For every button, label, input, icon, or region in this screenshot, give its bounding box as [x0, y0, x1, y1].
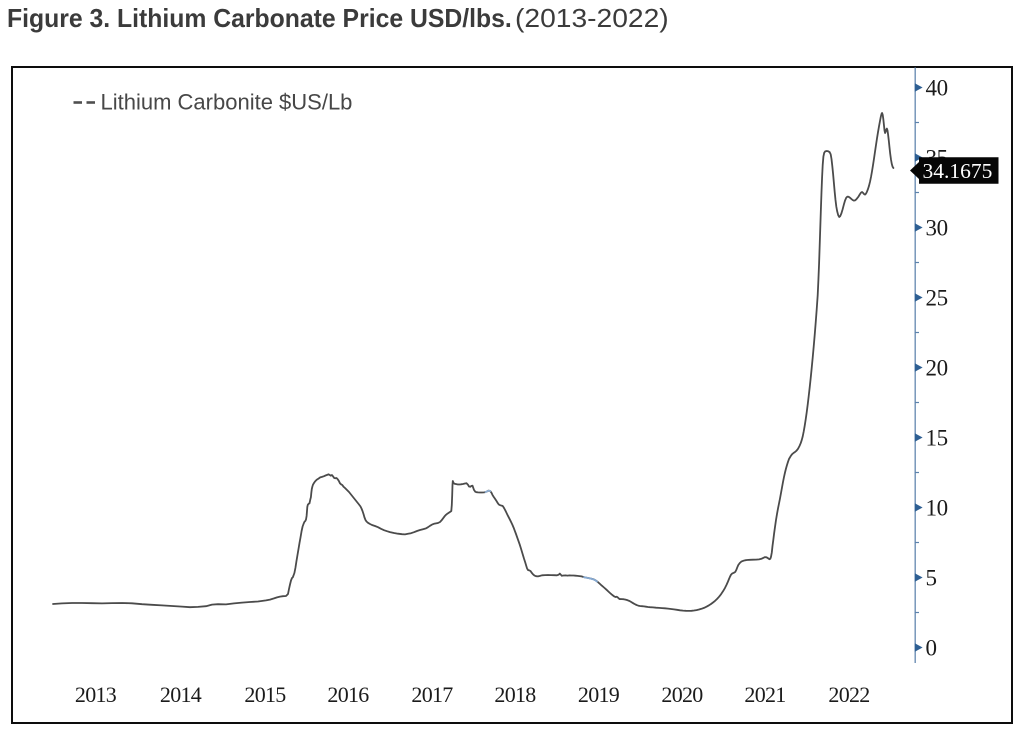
- svg-text:25: 25: [926, 286, 948, 311]
- svg-text:20: 20: [926, 356, 948, 381]
- svg-text:15: 15: [926, 426, 948, 451]
- svg-text:Lithium Carbonite $US/Lb: Lithium Carbonite $US/Lb: [101, 90, 353, 115]
- svg-text:0: 0: [926, 636, 937, 661]
- svg-text:34.1675: 34.1675: [923, 159, 993, 183]
- svg-text:2014: 2014: [160, 682, 202, 707]
- svg-text:2018: 2018: [494, 682, 536, 707]
- svg-text:2016: 2016: [327, 682, 369, 707]
- svg-text:2015: 2015: [244, 682, 286, 707]
- svg-text:2021: 2021: [744, 682, 785, 707]
- svg-text:2017: 2017: [411, 682, 453, 707]
- svg-text:2020: 2020: [661, 682, 703, 707]
- svg-text:2019: 2019: [578, 682, 620, 707]
- svg-text:5: 5: [926, 566, 937, 591]
- svg-text:40: 40: [926, 76, 948, 101]
- svg-text:2013: 2013: [75, 682, 117, 707]
- svg-text:10: 10: [926, 496, 948, 521]
- svg-text:30: 30: [926, 216, 948, 241]
- svg-text:2022: 2022: [828, 682, 869, 707]
